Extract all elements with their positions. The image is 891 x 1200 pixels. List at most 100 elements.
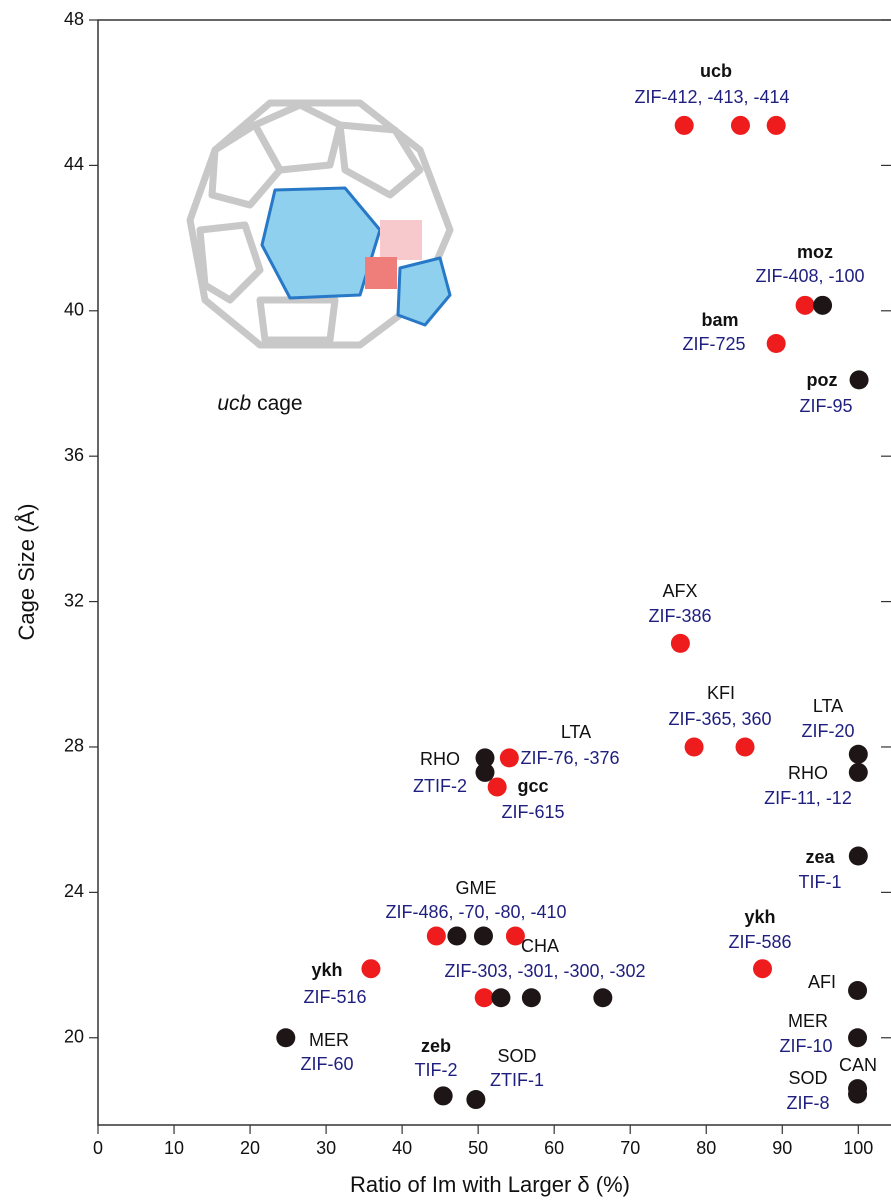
inset-cage	[190, 103, 450, 345]
annotation: LTA	[561, 722, 591, 742]
annotation: ZIF-586	[728, 932, 791, 952]
annotation: ZIF-365, 360	[668, 709, 771, 729]
point	[796, 296, 815, 315]
point	[731, 116, 750, 135]
annotation: ZIF-8	[787, 1093, 830, 1113]
annotation: GME	[455, 878, 496, 898]
annotation: SOD	[497, 1046, 536, 1066]
y-tick-label: 44	[64, 154, 84, 174]
point	[466, 1090, 485, 1109]
point	[276, 1028, 295, 1047]
annotation: zeb	[421, 1036, 451, 1056]
annotation: AFI	[808, 972, 836, 992]
annotation: ZIF-303, -301, -300, -302	[444, 961, 645, 981]
annotation: ZIF-408, -100	[755, 266, 864, 286]
inset-caption-text: cage	[257, 392, 303, 415]
y-tick-label: 32	[64, 590, 84, 610]
point	[675, 116, 694, 135]
y-tick-label: 36	[64, 445, 84, 465]
annotation: ykh	[311, 960, 342, 980]
y-axis-label: Cage Size (Å)	[14, 504, 39, 641]
point	[671, 634, 690, 653]
annotation: ZIF-725	[682, 334, 745, 354]
annotation: ZIF-615	[501, 802, 564, 822]
annotation: ZIF-412, -413, -414	[634, 87, 789, 107]
annotation: moz	[797, 242, 833, 262]
annotation: poz	[807, 370, 838, 390]
x-tick-label: 20	[240, 1138, 260, 1158]
point	[813, 296, 832, 315]
point	[767, 334, 786, 353]
annotation: CAN	[839, 1055, 877, 1075]
point	[849, 763, 868, 782]
point	[488, 777, 507, 796]
point	[361, 959, 380, 978]
annotation: ykh	[744, 907, 775, 927]
point	[593, 988, 612, 1007]
inset-caption-italic: ucb	[217, 392, 251, 415]
y-tick-label: 20	[64, 1027, 84, 1047]
x-tick-label: 80	[696, 1138, 716, 1158]
annotation: ZIF-516	[303, 987, 366, 1007]
point	[491, 988, 510, 1007]
x-tick-label: 10	[164, 1138, 184, 1158]
point	[753, 959, 772, 978]
annotation: TIF-2	[415, 1060, 458, 1080]
x-axis-label: Ratio of Im with Larger δ (%)	[350, 1172, 630, 1197]
annotation: ucb	[700, 61, 732, 81]
annotation: AFX	[662, 581, 697, 601]
point	[848, 1028, 867, 1047]
annotation: ZIF-60	[300, 1054, 353, 1074]
point	[849, 745, 868, 764]
point	[522, 988, 541, 1007]
x-tick-label: 50	[468, 1138, 488, 1158]
x-tick-label: 0	[93, 1138, 103, 1158]
annotation: TIF-1	[799, 872, 842, 892]
annotation: RHO	[420, 749, 460, 769]
annotation: MER	[309, 1030, 349, 1050]
point	[848, 981, 867, 1000]
point	[474, 926, 493, 945]
annotation: RHO	[788, 763, 828, 783]
inset-caption: ucb cage	[217, 392, 302, 415]
annotation: gcc	[517, 776, 548, 796]
annotation: ZIF-95	[799, 396, 852, 416]
point	[685, 737, 704, 756]
annotation: ZIF-20	[801, 721, 854, 741]
point	[767, 116, 786, 135]
x-tick-label: 90	[772, 1138, 792, 1158]
point	[447, 926, 466, 945]
chart: ucb cage Ratio of Im with Larger δ (%) C…	[0, 0, 891, 1200]
annotation: SOD	[788, 1068, 827, 1088]
y-tick-label: 40	[64, 300, 84, 320]
point	[475, 763, 494, 782]
x-tick-label: 100	[843, 1138, 873, 1158]
plot-frame	[98, 20, 891, 1125]
annotation: ZIF-10	[779, 1036, 832, 1056]
annotation: MER	[788, 1011, 828, 1031]
point	[427, 926, 446, 945]
point	[849, 847, 868, 866]
annotation: CHA	[521, 936, 559, 956]
x-tick-label: 40	[392, 1138, 412, 1158]
point	[736, 737, 755, 756]
annotation: ZTIF-1	[490, 1070, 544, 1090]
annotation: ZTIF-2	[413, 776, 467, 796]
point	[848, 1085, 867, 1104]
x-tick-label: 60	[544, 1138, 564, 1158]
point	[500, 748, 519, 767]
annotation: KFI	[707, 683, 735, 703]
y-tick-label: 24	[64, 881, 84, 901]
annotation: ZIF-486, -70, -80, -410	[385, 902, 566, 922]
annotation: zea	[805, 847, 835, 867]
annotation: ZIF-76, -376	[520, 748, 619, 768]
annotation: ZIF-11, -12	[764, 788, 852, 808]
annotation: ZIF-386	[648, 606, 711, 626]
y-tick-label: 48	[64, 9, 84, 29]
x-tick-label: 30	[316, 1138, 336, 1158]
annotation: LTA	[813, 696, 843, 716]
x-tick-label: 70	[620, 1138, 640, 1158]
point	[475, 988, 494, 1007]
annotation: bam	[701, 310, 738, 330]
point	[434, 1086, 453, 1105]
